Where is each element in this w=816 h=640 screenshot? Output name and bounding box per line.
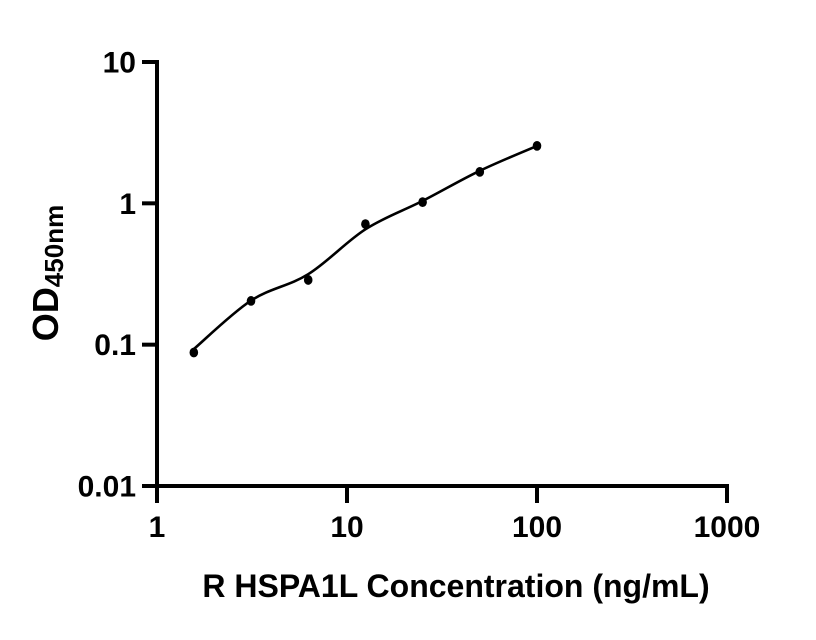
x-tick-label: 1 — [149, 511, 166, 544]
data-point — [361, 219, 370, 229]
x-tick-label: 10 — [330, 511, 363, 544]
data-point — [246, 296, 256, 306]
data-point — [418, 197, 427, 208]
data-point — [475, 166, 485, 177]
y-tick-label: 10 — [103, 47, 136, 80]
y-tick-label: 1 — [119, 188, 136, 221]
x-tick-label: 100 — [512, 511, 562, 544]
y-tick-label: 0.01 — [78, 471, 136, 504]
y-tick-label: 0.1 — [94, 329, 136, 362]
x-axis-title: R HSPA1L Concentration (ng/mL) — [202, 568, 709, 604]
y-axis-title: OD450nm — [25, 205, 69, 341]
fit-curve-line — [192, 144, 538, 351]
data-point — [189, 347, 199, 358]
data-point — [532, 140, 542, 151]
data-point — [303, 275, 313, 285]
x-tick-label: 1000 — [694, 511, 761, 544]
